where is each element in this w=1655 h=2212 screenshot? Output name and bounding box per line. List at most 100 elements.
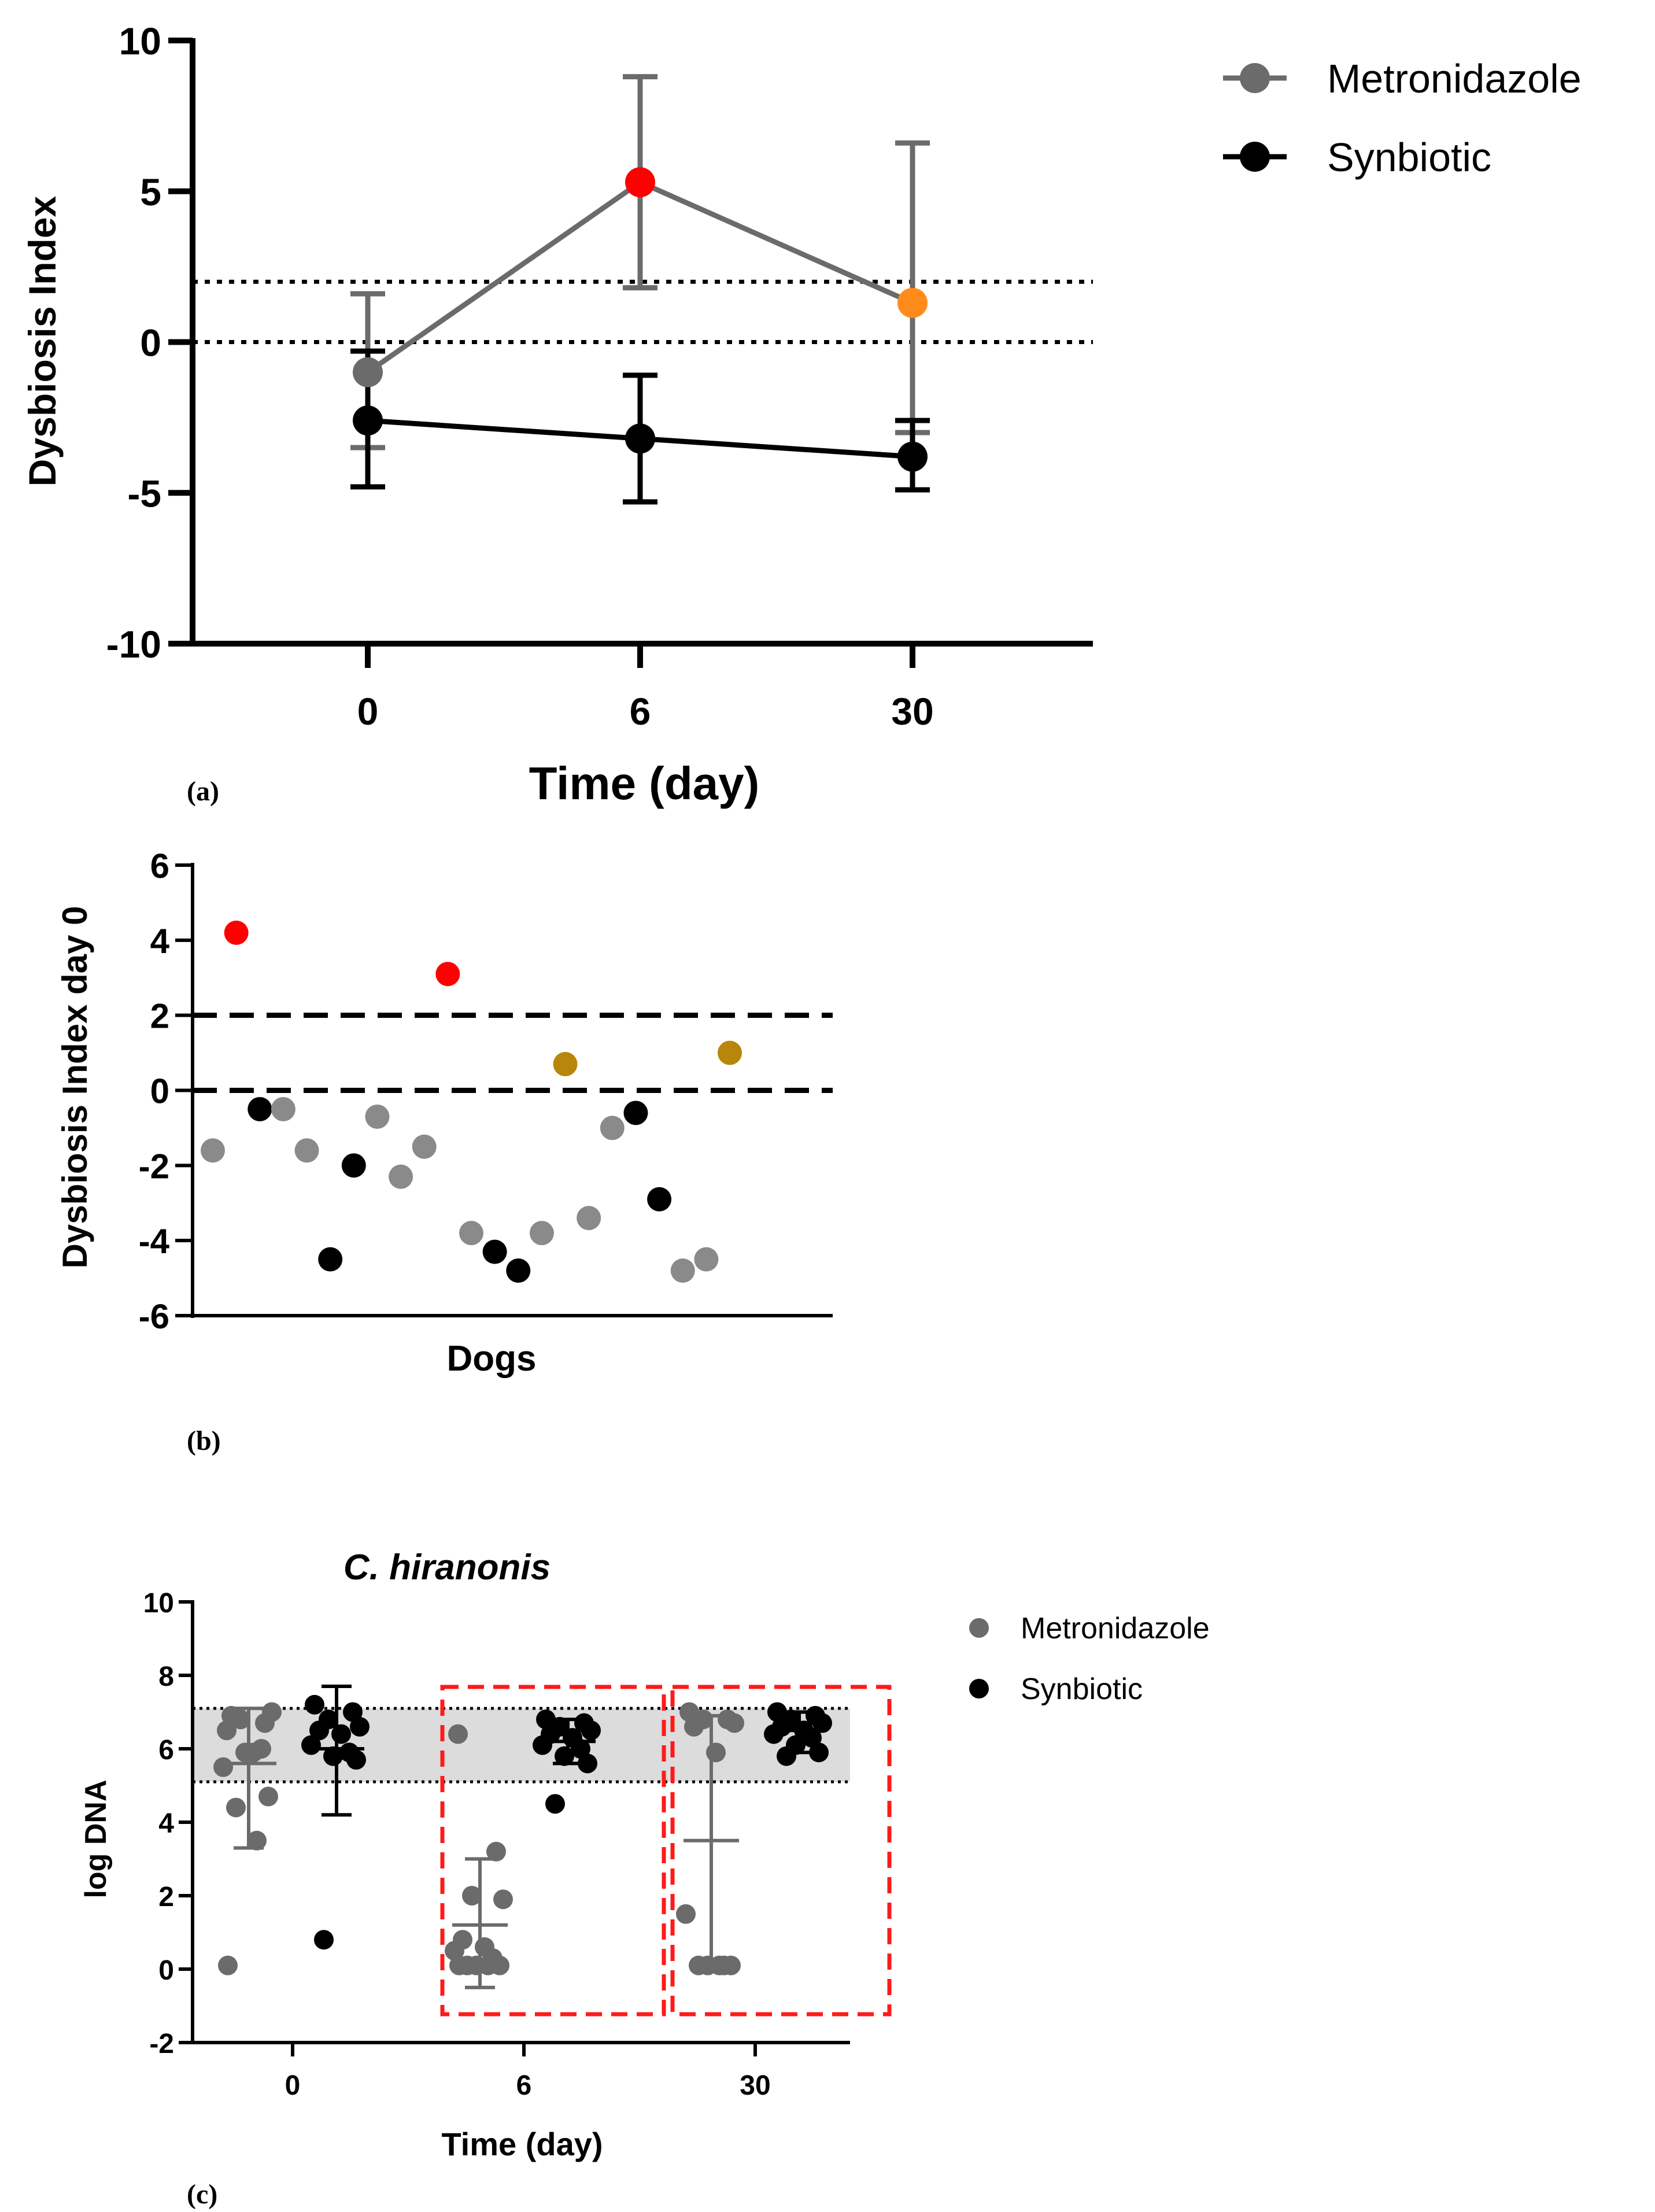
dog-point [718,1040,742,1065]
y-tick-label: 5 [140,171,161,213]
dog-point [294,1138,319,1163]
y-tick-label: 0 [158,1955,174,1986]
data-point-synbiotic [812,1713,832,1733]
data-point-synbiotic [305,1694,324,1715]
panel-a: 10 5 0 -5 -10 0 6 30 Dysbiosis Index Time (day)… [21,20,1582,809]
data-point-metronidazole [478,1955,498,1975]
data-point-metronidazole [706,1742,726,1763]
x-tick-label: 30 [891,690,933,733]
panel-c-x-axis-label: Time (day) [441,2126,603,2162]
dog-point [412,1134,437,1159]
dog-point [271,1096,295,1121]
panel-c-label: (c) [187,2179,217,2210]
data-point-synbiotic [578,1753,597,1774]
panel-b-y-axis-label: Dysbiosis Index day 0 [56,906,94,1269]
y-tick-label: 0 [150,1072,169,1111]
data-point-metronidazole [486,1841,506,1862]
data-point-metronidazole [684,1716,704,1737]
legend-marker-synbiotic [1240,142,1270,172]
legend-label-metronidazole: Metronidazole [1021,1612,1210,1645]
panel-a-legend: Metronidazole Synbiotic [1223,56,1582,180]
dog-point [341,1153,366,1178]
panel-a-label: (a) [187,776,219,807]
data-point-metronidazole [213,1757,233,1777]
dog-point [506,1258,531,1283]
x-tick-label: 6 [630,690,651,733]
data-point-metronidazole [262,1702,282,1722]
y-tick-label: -2 [149,2029,174,2059]
data-point-synbiotic [777,1746,796,1766]
dog-point [600,1116,625,1140]
data-point-synbiotic [314,1930,334,1950]
data-point-metronidazole [462,1886,482,1906]
legend-label-metronidazole: Metronidazole [1327,56,1582,101]
data-point-metronidazole [247,1830,267,1851]
legend-marker-metronidazole [969,1618,989,1638]
y-tick-label: 2 [158,1882,174,1912]
dog-point [435,962,460,987]
panel-c-title: C. hiranonis [343,1548,551,1587]
y-tick-label: 6 [150,847,169,885]
dog-point [201,1138,225,1163]
x-tick-label: 0 [357,690,379,733]
data-point-synbiotic [545,1794,565,1814]
reference-band [193,1708,850,1782]
data-point-synbiotic [802,1727,822,1748]
y-tick-label: 10 [119,20,161,62]
data-point-metronidazole [725,1713,744,1733]
y-tick-label: 4 [150,922,170,961]
dog-point [577,1206,601,1231]
legend-label-synbiotic: Synbiotic [1021,1672,1143,1706]
x-tick-label: 0 [285,2070,301,2101]
y-tick-label: 2 [150,997,169,1036]
panel-c: C. hiranonis 10 8 6 4 2 0 -2 0 6 30 log DNA Time … [79,1548,1210,2210]
data-point-metronidazole [353,357,383,387]
y-tick-label: -4 [139,1222,170,1261]
panel-b-x-axis-label: Dogs [447,1339,537,1379]
y-tick-label: 4 [158,1808,174,1839]
dog-point [459,1221,483,1246]
data-point-synbiotic [350,1716,370,1737]
dog-point [670,1258,695,1283]
panel-a-x-axis-label: Time (day) [529,758,760,809]
x-tick-label: 30 [740,2070,770,2101]
data-point-metronidazole [493,1889,513,1910]
y-tick-label: -2 [139,1147,169,1186]
dog-point [647,1187,672,1212]
dog-point [365,1104,390,1129]
data-point-metronidazole [226,1797,246,1818]
data-point-synbiotic [346,1750,366,1770]
data-point-metronidazole [235,1742,255,1763]
data-point-metronidazole [897,287,928,318]
data-point-synbiotic [764,1724,784,1744]
data-point-synbiotic [343,1702,363,1722]
data-point-synbiotic [897,441,928,472]
panel-c-legend: Metronidazole Synbiotic [969,1612,1210,1706]
dog-point [389,1164,413,1189]
data-point-synbiotic [301,1735,321,1755]
data-point-synbiotic [331,1724,351,1744]
dog-point [553,1052,578,1077]
x-tick-label: 6 [516,2070,532,2101]
data-point-synbiotic [571,1739,590,1759]
legend-label-synbiotic: Synbiotic [1327,135,1491,180]
data-point-metronidazole [252,1739,271,1759]
data-point-synbiotic [809,1742,829,1763]
dog-point [318,1247,343,1272]
dog-point [529,1221,554,1246]
panel-a-y-axis-label: Dysbiosis Index [21,195,64,486]
y-tick-label: 8 [158,1661,174,1692]
data-point-synbiotic [309,1720,329,1741]
dog-point [224,920,249,945]
y-tick-label: -6 [139,1297,169,1336]
data-point-synbiotic [625,423,655,454]
data-point-metronidazole [258,1786,278,1807]
y-tick-label: 6 [158,1735,174,1766]
dog-point [694,1247,719,1272]
data-point-metronidazole [449,1955,469,1975]
data-point-metronidazole [221,1705,241,1726]
dog-point [623,1101,648,1125]
legend-marker-metronidazole [1240,63,1270,93]
y-tick-label: -10 [106,623,161,666]
data-point-synbiotic [581,1720,601,1741]
